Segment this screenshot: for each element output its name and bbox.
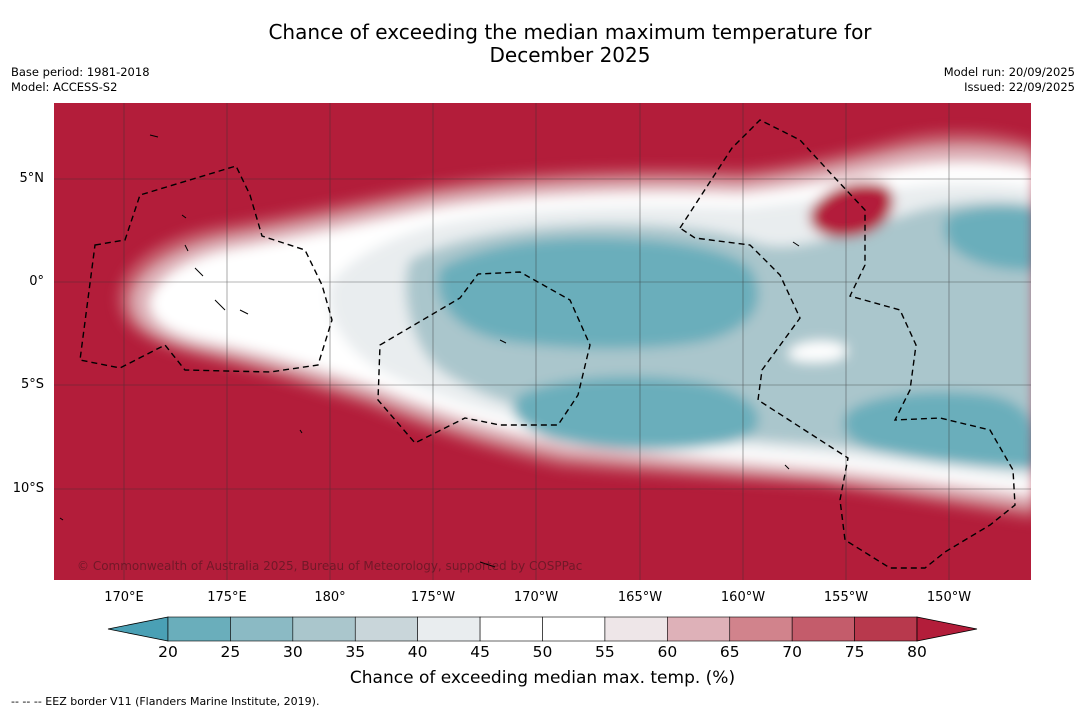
meta-left: Base period: 1981-2018 Model: ACCESS-S2 <box>11 65 150 95</box>
colorbar-segment <box>667 616 731 642</box>
band-hot-spot <box>809 182 894 238</box>
colorbar-segment <box>542 616 606 642</box>
band-25d <box>944 206 1031 271</box>
lon-label-150w: 150°W <box>926 590 972 605</box>
band-25 <box>437 237 759 349</box>
colorbar-tick-50: 50 <box>532 643 553 661</box>
eez-kiribati-line <box>679 119 1016 569</box>
islands <box>59 134 800 568</box>
colorbar-tick-30: 30 <box>282 643 303 661</box>
base-period: Base period: 1981-2018 <box>11 65 150 79</box>
lon-label-175w: 175°W <box>410 590 456 605</box>
colorbar-tick-45: 45 <box>470 643 490 661</box>
colorbar-tick-35: 35 <box>345 643 366 661</box>
probability-bands <box>118 131 1031 520</box>
lon-label-180: 180° <box>314 590 346 605</box>
lon-label-170e: 170°E <box>104 590 144 605</box>
colorbar-segment <box>354 616 418 642</box>
lat-label-5s: 5°S <box>20 377 44 392</box>
colorbar-segment <box>729 616 793 642</box>
title-line-1: Chance of exceeding the median maximum t… <box>268 20 872 44</box>
colorbar-label: Chance of exceeding median max. temp. (%… <box>349 668 736 688</box>
colorbar-tick-20: 20 <box>158 643 178 661</box>
copyright-text: © Commonwealth of Australia 2025, Bureau… <box>77 559 583 573</box>
colorbar-segment <box>292 616 356 642</box>
lon-label-155w: 155°W <box>823 590 869 605</box>
eez-borders <box>79 119 1016 569</box>
model-name: Model: ACCESS-S2 <box>11 80 118 94</box>
colorbar-extend-low <box>107 616 169 642</box>
model-run: Model run: 20/09/2025 <box>943 65 1075 79</box>
colorbar-segment <box>791 616 855 642</box>
eez-footnote: -- -- -- EEZ border V11 (Flanders Marine… <box>11 695 320 708</box>
issued-date: Issued: 22/09/2025 <box>964 80 1075 94</box>
colorbar-tick-75: 75 <box>844 643 865 661</box>
colorbar-tick-60: 60 <box>657 643 678 661</box>
band-25b <box>513 376 759 450</box>
chart-title: Chance of exceeding the median maximum t… <box>0 21 1085 67</box>
colorbar-tick-55: 55 <box>595 643 615 661</box>
colorbar-segment <box>167 616 231 642</box>
title-line-2: December 2025 <box>489 43 651 67</box>
band-white-patch <box>788 341 847 362</box>
colorbar-segment <box>604 616 668 642</box>
lat-label-5n: 5°N <box>19 171 45 186</box>
graticule <box>54 103 1031 580</box>
colorbar-segment <box>854 616 918 642</box>
eez-kiribati-gilbert <box>79 165 333 373</box>
colorbar-segment <box>479 616 543 642</box>
colorbar-extend-high <box>916 616 978 642</box>
colorbar-tick-40: 40 <box>407 643 428 661</box>
colorbar-segment <box>417 616 481 642</box>
colorbar-tick-65: 65 <box>719 643 740 661</box>
eez-kiribati-phoenix <box>377 271 591 444</box>
colorbar-segment <box>230 616 294 642</box>
colorbar-tick-25: 25 <box>220 643 241 661</box>
lon-label-160w: 160°W <box>720 590 766 605</box>
colorbar-tick-80: 80 <box>907 643 927 661</box>
lon-label-175e: 175°E <box>207 590 247 605</box>
lon-label-165w: 165°W <box>617 590 663 605</box>
lat-label-0: 0° <box>29 274 44 289</box>
band-25c <box>843 391 1031 470</box>
lon-label-170w: 170°W <box>513 590 559 605</box>
colorbar <box>107 616 978 642</box>
meta-right: Model run: 20/09/2025 Issued: 22/09/2025 <box>944 65 1075 95</box>
lat-label-10s: 10°S <box>12 481 44 496</box>
colorbar-tick-70: 70 <box>782 643 803 661</box>
